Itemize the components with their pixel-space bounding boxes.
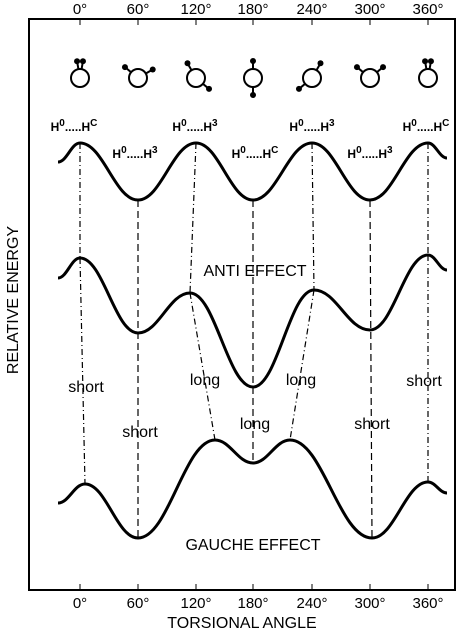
curve-label: ANTI EFFECT <box>203 263 306 280</box>
interaction-label: H0.....H3 <box>289 118 335 135</box>
atom <box>295 85 302 92</box>
bottom-tick-label: 360° <box>412 595 443 612</box>
top-tick-label: 240° <box>296 1 327 18</box>
label-part: H <box>203 120 212 134</box>
label-part: H <box>82 120 91 134</box>
label-part: H <box>320 120 329 134</box>
label-part: 0 <box>356 145 362 156</box>
label-part: 3 <box>387 145 393 156</box>
label-part: C <box>442 118 449 129</box>
atom <box>250 92 256 98</box>
top-tick-label: 60° <box>127 1 150 18</box>
atom <box>353 64 360 71</box>
newman-projections <box>70 58 438 98</box>
interaction-label: H0.....HC <box>403 118 450 135</box>
label-part: ..... <box>127 147 144 161</box>
top-tick-label: 180° <box>237 1 268 18</box>
label-part: ..... <box>304 120 321 134</box>
ring <box>128 68 148 88</box>
atom <box>427 58 434 65</box>
atom <box>380 64 387 71</box>
interaction-label: H0.....H3 <box>172 118 218 135</box>
atom <box>79 58 86 65</box>
bottom-tick-label: 120° <box>180 595 211 612</box>
bottom-tick-label: 0° <box>73 595 87 612</box>
label-part: H <box>51 120 60 134</box>
guide-line <box>369 199 373 539</box>
top-tick-label: 360° <box>412 1 443 18</box>
label-part: H <box>232 147 241 161</box>
bottom-tick-label: 180° <box>237 595 268 612</box>
guide-line <box>79 257 86 485</box>
label-part: 0 <box>181 118 187 129</box>
label-part: ..... <box>362 147 379 161</box>
top-tick-label: 300° <box>354 1 385 18</box>
ring <box>70 68 90 88</box>
bottom-tick-label: 300° <box>354 595 385 612</box>
interaction-label: H0.....H3 <box>347 145 393 162</box>
bond-label: short <box>406 373 442 390</box>
label-part: H <box>378 147 387 161</box>
label-part: ..... <box>187 120 204 134</box>
label-part: 3 <box>152 145 158 156</box>
atom <box>422 58 429 65</box>
interaction-label: H0.....HC <box>51 118 98 135</box>
energy-curve <box>57 438 448 540</box>
guide-line <box>189 142 197 294</box>
label-part: ..... <box>417 120 434 134</box>
atom <box>149 66 156 73</box>
guide-line <box>289 289 315 441</box>
top-tick-label: 0° <box>73 1 87 18</box>
label-part: 0 <box>121 145 127 156</box>
label-part: C <box>271 145 278 156</box>
label-part: H <box>403 120 412 134</box>
label-part: H <box>143 147 152 161</box>
atom <box>317 60 324 67</box>
bond-label: short <box>68 379 104 396</box>
label-part: 0 <box>411 118 417 129</box>
ring <box>360 68 380 88</box>
ring <box>243 68 263 88</box>
label-part: H <box>434 120 443 134</box>
bond-label: long <box>190 372 220 389</box>
y-axis-label: RELATIVE ENERGY <box>5 226 22 375</box>
curve-label: GAUCHE EFFECT <box>185 537 320 554</box>
guide-line <box>311 142 315 291</box>
atom <box>206 85 213 92</box>
ring <box>302 68 322 88</box>
label-part: H <box>172 120 181 134</box>
label-part: 0 <box>59 118 65 129</box>
guide-line <box>189 292 216 441</box>
label-part: H <box>112 147 121 161</box>
bond-label: short <box>122 424 158 441</box>
label-part: H <box>347 147 356 161</box>
bottom-tick-label: 60° <box>127 595 150 612</box>
label-part: ..... <box>246 147 263 161</box>
x-axis-label: TORSIONAL ANGLE <box>167 615 316 632</box>
atom <box>121 64 128 71</box>
bottom-tick-label: 240° <box>296 595 327 612</box>
ring <box>186 68 206 88</box>
atom <box>184 60 191 67</box>
atom <box>74 58 81 65</box>
frame <box>28 18 456 591</box>
bond-label: long <box>286 372 316 389</box>
bond-label: short <box>354 416 390 433</box>
bond-label: long <box>240 416 270 433</box>
interaction-label: H0.....H3 <box>112 145 158 162</box>
label-part: C <box>90 118 97 129</box>
label-part: ..... <box>65 120 82 134</box>
label-part: 0 <box>298 118 304 129</box>
top-tick-label: 120° <box>180 1 211 18</box>
label-part: H <box>263 147 272 161</box>
label-part: H <box>289 120 298 134</box>
label-part: 3 <box>212 118 218 129</box>
label-part: 0 <box>240 145 246 156</box>
atom <box>250 58 256 64</box>
ring <box>418 68 438 88</box>
label-part: 3 <box>329 118 335 129</box>
interaction-label: H0.....HC <box>232 145 279 162</box>
